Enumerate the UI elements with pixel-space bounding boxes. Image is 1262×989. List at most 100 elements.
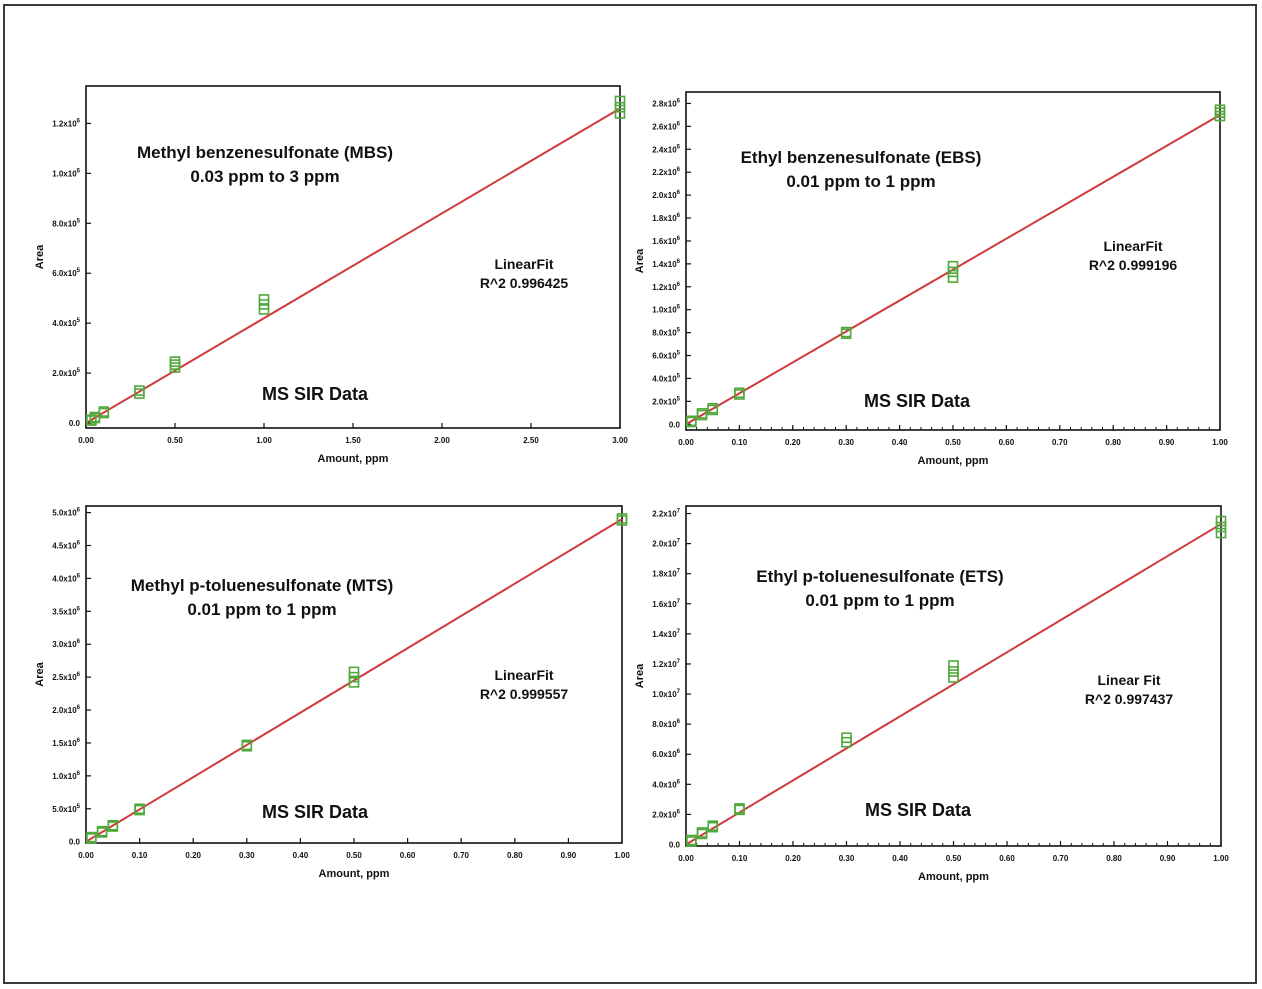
y-tick-label: 2.0x105 [52,368,80,378]
data-source-label: MS SIR Data [262,802,369,822]
fit-line [85,107,621,424]
y-tick-label: 1.8x106 [652,213,680,223]
fit-label: LinearFit [1103,238,1162,254]
r-squared-value: R^2 0.996425 [480,275,569,291]
x-tick-label: 0.80 [1106,854,1122,863]
x-tick-label: 0.60 [999,438,1015,447]
data-point [707,402,719,414]
y-tick-label: 5.0x106 [52,508,80,518]
y-tick-label: 1.2x106 [52,118,80,128]
chart-title: Ethyl p-toluenesulfonate (ETS) [756,567,1003,586]
data-point [134,803,145,815]
x-tick-label: 0.00 [78,436,94,445]
fit-line [685,523,1222,846]
fit-line [85,518,623,843]
y-tick-label: 4.0x105 [52,318,80,328]
x-tick-label: 0.20 [785,854,801,863]
y-tick-label: 1.5x106 [52,738,80,748]
y-tick-label: 3.5x106 [52,606,80,616]
y-axis-label: Area [34,661,46,686]
x-tick-label: 0.30 [239,851,255,860]
data-point [241,739,253,751]
fit-label: LinearFit [494,667,553,683]
chart-4: 0.00 0.10 0.20 0.30 0.40 0.50 0.60 0.70 0.80 0.90… [634,505,1229,883]
chart-title: Ethyl benzenesulfonate (EBS) [741,148,982,167]
y-axis-label: Area [634,663,646,688]
data-point [734,803,745,814]
y-tick-label: 1.8x107 [652,569,680,579]
y-tick-label: 2.4x106 [652,144,680,154]
x-tick-label: 2.00 [434,436,450,445]
chart-2: 0.00 0.10 0.20 0.30 0.40 0.50 0.60 0.70 0.80 0.90… [634,91,1228,467]
data-point [734,387,745,399]
data-point [1214,104,1226,116]
y-tick-label: 4.0x106 [52,573,80,583]
chart-title: Methyl benzenesulfonate (MBS) [137,143,393,162]
x-tick-label: 1.00 [256,436,272,445]
x-tick-label: 0.20 [185,851,201,860]
y-tick-label: 2.2x107 [652,509,680,519]
x-tick-label: 0.00 [678,854,694,863]
data-point [947,266,959,278]
data-point [614,95,626,107]
x-tick-label: 0.50 [346,851,362,860]
x-tick-label: 0.50 [167,436,183,445]
data-point [707,820,719,831]
data-point [98,406,110,417]
data-point [96,825,108,837]
data-point [86,414,97,426]
x-axis-label: Amount, ppm [318,453,389,465]
x-tick-label: 0.40 [892,438,908,447]
chart-title: Methyl p-toluenesulfonate (MTS) [131,576,394,595]
y-tick-label: 8.0x105 [52,218,80,228]
x-tick-label: 0.90 [561,851,577,860]
x-tick-label: 0.00 [678,438,694,447]
y-axis-label: Area [34,244,46,269]
data-point [686,415,697,427]
x-axis-label: Amount, ppm [319,868,390,880]
y-tick-label: 4.0x106 [652,779,680,789]
y-tick-label: 1.0x106 [52,168,80,178]
r-squared-value: R^2 0.997437 [1085,691,1174,707]
y-tick-label: 2.0x106 [652,809,680,819]
x-tick-label: 0.90 [1159,438,1175,447]
x-tick-label: 0.10 [132,851,148,860]
y-tick-label: 2.0x107 [652,539,680,549]
y-tick-label: 6.0x105 [52,268,80,278]
y-tick-label: 1.0x106 [52,771,80,781]
y-tick-label: 1.4x106 [652,259,680,269]
y-tick-label: 2.6x106 [652,121,680,131]
chart-1: 0.00 0.50 1.00 1.50 2.00 2.50 3.00 0.0 2.0x105 4.… [34,85,628,465]
data-source-label: MS SIR Data [865,800,972,820]
data-point [947,272,959,283]
x-tick-label: 0.70 [1053,854,1069,863]
x-tick-label: 0.20 [785,438,801,447]
x-tick-label: 0.00 [78,851,94,860]
y-tick-label: 2.8x106 [652,98,680,108]
x-tick-label: 0.70 [453,851,469,860]
x-tick-label: 0.50 [945,438,961,447]
data-point [947,260,959,272]
y-tick-label: 1.6x106 [652,236,680,246]
y-tick-label: 2.5x106 [52,672,80,682]
data-point [107,819,119,831]
data-point [169,356,181,367]
x-axis-label: Amount, ppm [918,455,989,467]
x-tick-label: 0.60 [999,854,1015,863]
x-tick-label: 0.90 [1160,854,1176,863]
x-tick-label: 0.80 [1105,438,1121,447]
data-source-label: MS SIR Data [262,384,369,404]
y-tick-label: 1.6x107 [652,599,680,609]
y-tick-label: 6.0x106 [652,749,680,759]
y-tick-label: 1.0x106 [652,305,680,315]
data-point [840,326,852,338]
data-point [348,666,360,678]
data-point [948,672,959,683]
x-tick-label: 1.00 [614,851,630,860]
y-tick-label: 1.4x107 [652,629,680,639]
data-point [616,513,628,524]
x-tick-label: 0.70 [1052,438,1068,447]
data-point [696,827,708,838]
data-source-label: MS SIR Data [864,391,971,411]
